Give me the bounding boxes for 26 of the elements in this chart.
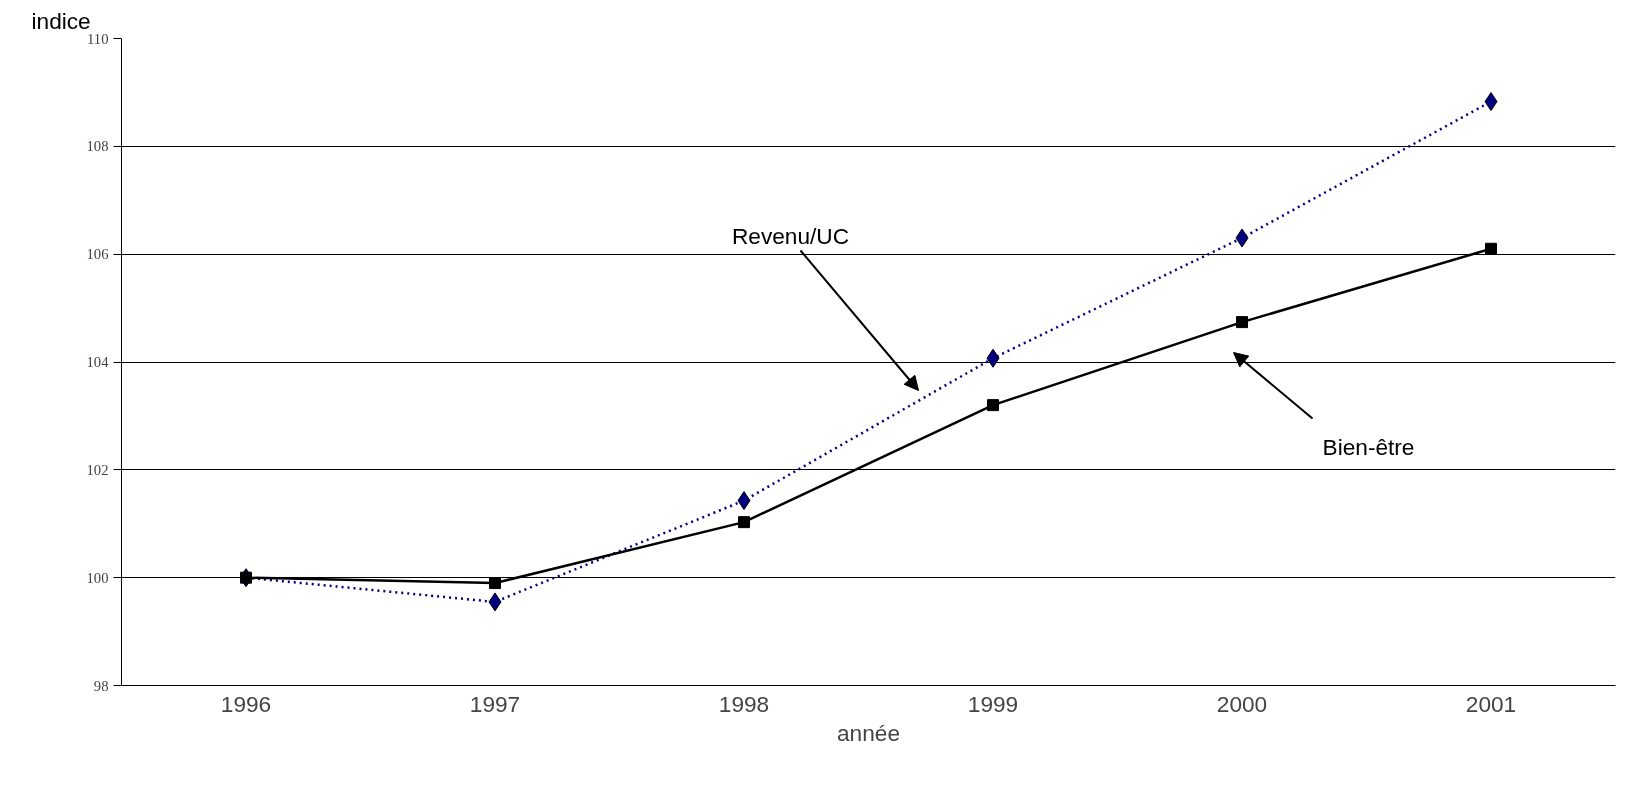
x-tick-label: 1998: [718, 690, 770, 717]
point: [1235, 228, 1249, 248]
point: [738, 516, 750, 529]
point: [1236, 316, 1248, 329]
point: [240, 571, 252, 584]
annotation: Bien-être: [1322, 433, 1415, 460]
y-tick-label: 104: [86, 354, 110, 370]
y-tick-label: 102: [86, 461, 109, 478]
y-tick-label: 108: [86, 138, 109, 155]
point: [1485, 242, 1497, 255]
x-axis-title: année: [837, 719, 901, 746]
x-tick-label: 1999: [967, 690, 1019, 717]
point: [489, 577, 501, 590]
point: [987, 399, 999, 412]
annotation: Revenu/UC: [731, 222, 850, 249]
x-tick-label: 2000: [1216, 690, 1268, 717]
y-tick-label: 100: [86, 569, 109, 586]
x-tick-label: 2001: [1465, 690, 1517, 717]
y-tick-label: 98: [93, 677, 109, 694]
point: [488, 592, 502, 612]
point: [1484, 92, 1498, 112]
point: [737, 491, 751, 511]
x-tick-label: 1997: [469, 690, 521, 717]
x-tick-label: 1996: [220, 690, 272, 717]
y-tick-label: 106: [86, 246, 109, 263]
point: [986, 348, 1000, 368]
